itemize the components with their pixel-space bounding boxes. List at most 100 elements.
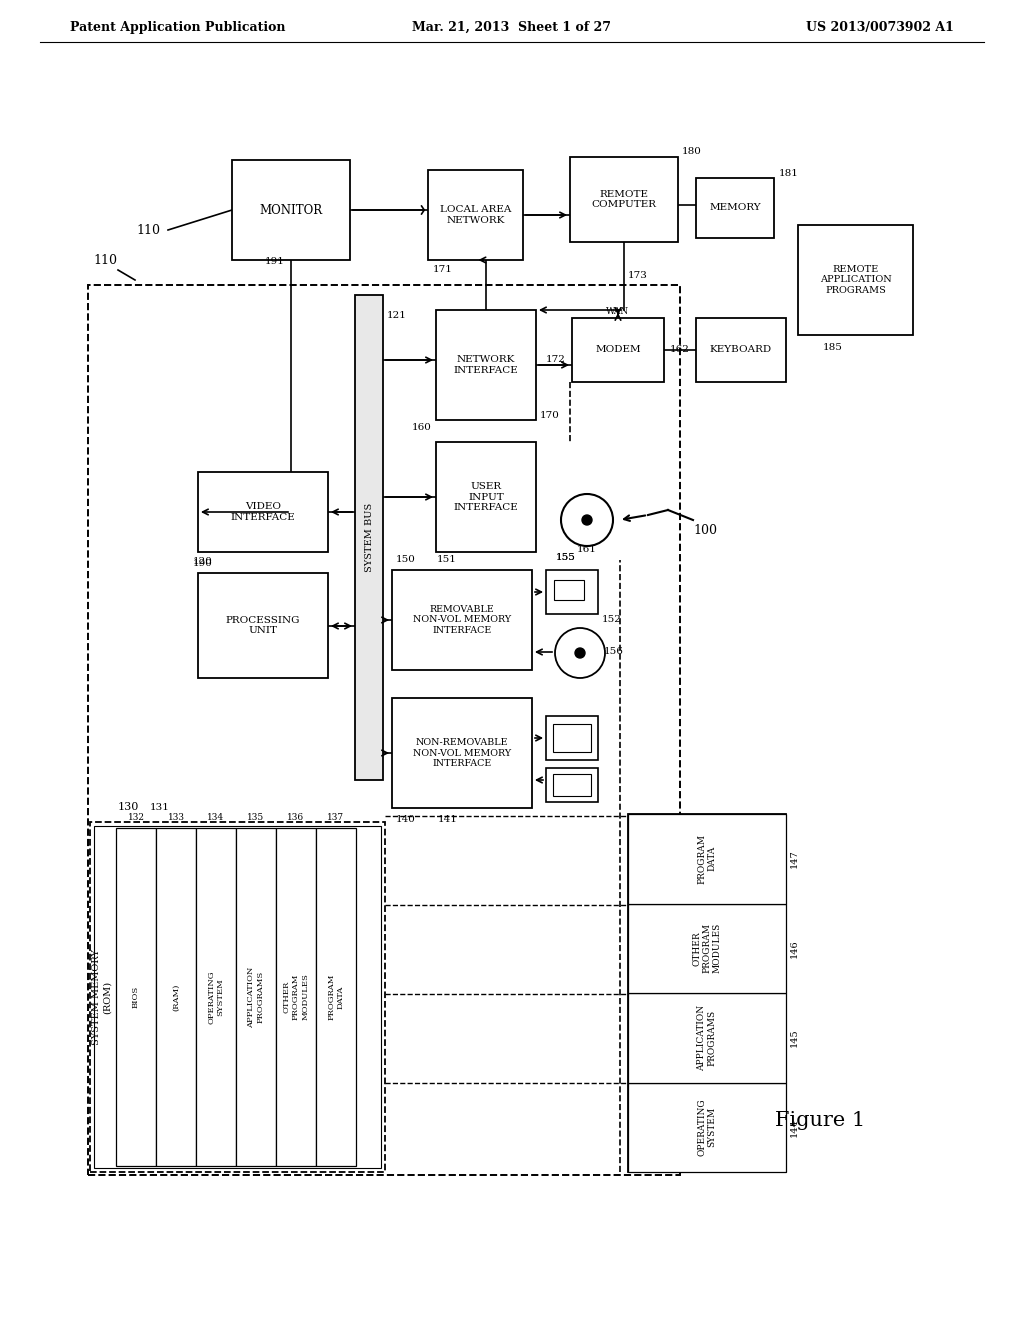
Bar	[428, 170, 523, 260]
Bar	[355, 294, 383, 780]
Bar	[232, 160, 350, 260]
Bar	[198, 473, 328, 552]
Bar	[553, 774, 591, 796]
Text: 152: 152	[602, 615, 622, 624]
Text: 147: 147	[790, 849, 799, 869]
Text: 191: 191	[265, 257, 285, 267]
Text: 146: 146	[790, 939, 799, 957]
Text: 150: 150	[396, 556, 416, 565]
Text: REMOTE
COMPUTER: REMOTE COMPUTER	[592, 190, 656, 209]
Bar	[546, 768, 598, 803]
Text: 160: 160	[412, 422, 432, 432]
Text: OPERATING
SYSTEM: OPERATING SYSTEM	[697, 1098, 717, 1156]
Text: 136: 136	[288, 813, 304, 822]
Text: 131: 131	[151, 803, 170, 812]
Text: 130: 130	[118, 803, 138, 812]
Text: MODEM: MODEM	[595, 346, 641, 355]
Text: 156: 156	[604, 648, 624, 656]
Text: 173: 173	[628, 272, 648, 281]
Bar	[88, 285, 680, 1175]
Bar	[436, 310, 536, 420]
Text: 121: 121	[387, 310, 407, 319]
Bar	[436, 442, 536, 552]
Text: 170: 170	[540, 411, 560, 420]
Text: US 2013/0073902 A1: US 2013/0073902 A1	[806, 21, 954, 33]
Bar	[628, 814, 786, 1172]
Bar	[696, 318, 786, 381]
Bar	[628, 814, 786, 903]
Bar	[628, 1082, 786, 1172]
Text: MEMORY: MEMORY	[710, 203, 761, 213]
Text: MONITOR: MONITOR	[259, 203, 323, 216]
Text: PROGRAM
DATA: PROGRAM DATA	[697, 834, 717, 884]
Text: 180: 180	[682, 148, 701, 157]
Text: (RAM): (RAM)	[172, 983, 180, 1011]
Text: 190: 190	[193, 560, 213, 569]
Text: PROCESSING
UNIT: PROCESSING UNIT	[225, 616, 300, 635]
Text: 161: 161	[578, 545, 597, 554]
Text: OTHER
PROGRAM
MODULES: OTHER PROGRAM MODULES	[283, 974, 309, 1020]
Text: 185: 185	[823, 342, 843, 351]
Text: LOCAL AREA
NETWORK: LOCAL AREA NETWORK	[440, 206, 511, 224]
Text: NETWORK
INTERFACE: NETWORK INTERFACE	[454, 355, 518, 375]
Bar	[798, 224, 913, 335]
Text: 110: 110	[136, 223, 160, 236]
Circle shape	[575, 648, 585, 657]
Bar	[546, 570, 598, 614]
Text: 171: 171	[433, 265, 453, 275]
Circle shape	[582, 515, 592, 525]
Bar	[316, 828, 356, 1166]
Bar	[156, 828, 196, 1166]
Text: REMOVABLE
NON-VOL MEMORY
INTERFACE: REMOVABLE NON-VOL MEMORY INTERFACE	[413, 605, 511, 635]
Text: OPERATING
SYSTEM: OPERATING SYSTEM	[208, 970, 224, 1024]
Bar	[392, 570, 532, 671]
Text: PROGRAM
DATA: PROGRAM DATA	[328, 974, 345, 1020]
Text: Mar. 21, 2013  Sheet 1 of 27: Mar. 21, 2013 Sheet 1 of 27	[413, 21, 611, 33]
Text: VIDEO
INTERFACE: VIDEO INTERFACE	[230, 503, 295, 521]
Text: 172: 172	[546, 355, 566, 364]
Bar	[628, 903, 786, 993]
Text: 181: 181	[779, 169, 799, 177]
Text: USER
INPUT
INTERFACE: USER INPUT INTERFACE	[454, 482, 518, 512]
Bar	[94, 826, 381, 1168]
Bar	[196, 828, 236, 1166]
Bar	[198, 573, 328, 678]
Text: Figure 1: Figure 1	[775, 1110, 865, 1130]
Bar	[276, 828, 316, 1166]
Bar	[554, 579, 584, 601]
Bar	[236, 828, 276, 1166]
Text: 120: 120	[193, 557, 213, 565]
Bar	[570, 157, 678, 242]
Text: OTHER
PROGRAM
MODULES: OTHER PROGRAM MODULES	[692, 923, 722, 973]
Text: NON-REMOVABLE
NON-VOL MEMORY
INTERFACE: NON-REMOVABLE NON-VOL MEMORY INTERFACE	[413, 738, 511, 768]
Text: SYSTEM BUS: SYSTEM BUS	[365, 503, 374, 572]
Text: 110: 110	[93, 253, 117, 267]
Text: Patent Application Publication: Patent Application Publication	[70, 21, 286, 33]
Text: 162: 162	[670, 346, 690, 355]
Bar	[546, 715, 598, 760]
Text: 132: 132	[128, 813, 144, 822]
Text: WAN: WAN	[606, 308, 630, 317]
Bar	[696, 178, 774, 238]
Bar	[90, 822, 385, 1172]
Text: 151: 151	[437, 556, 457, 565]
Bar	[553, 723, 591, 752]
Text: KEYBOARD: KEYBOARD	[710, 346, 772, 355]
Text: 135: 135	[248, 813, 264, 822]
Text: 133: 133	[168, 813, 184, 822]
Text: APPLICATION
PROGRAMS: APPLICATION PROGRAMS	[248, 966, 264, 1028]
Text: 137: 137	[328, 813, 344, 822]
Text: APPLICATION
PROGRAMS: APPLICATION PROGRAMS	[697, 1005, 717, 1071]
Text: 155: 155	[556, 553, 575, 562]
Text: 140: 140	[396, 816, 416, 825]
Text: BIOS: BIOS	[132, 986, 140, 1008]
Bar	[572, 318, 664, 381]
Text: SYSTEM MEMORY
(ROM): SYSTEM MEMORY (ROM)	[92, 949, 112, 1045]
Bar	[116, 828, 156, 1166]
Text: 145: 145	[790, 1028, 799, 1047]
Bar	[628, 993, 786, 1082]
Text: 134: 134	[208, 813, 224, 822]
Text: 155: 155	[556, 553, 575, 562]
Text: 141: 141	[438, 816, 458, 825]
Text: 100: 100	[693, 524, 717, 536]
